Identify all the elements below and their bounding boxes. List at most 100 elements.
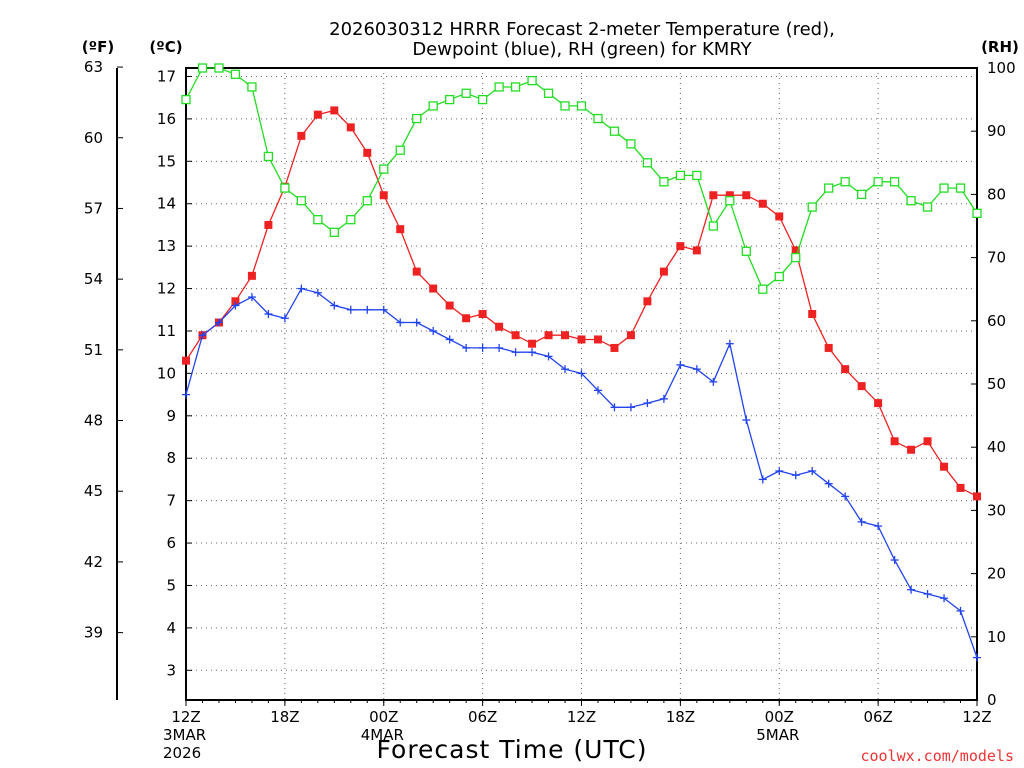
- rh-point: [807, 202, 817, 212]
- temperature-point: [907, 445, 916, 454]
- temperature-point: [676, 242, 685, 251]
- x-date-label: 5MAR: [756, 726, 799, 744]
- dewpoint-point: [610, 403, 619, 412]
- rh-point: [214, 63, 224, 73]
- celsius-axis-unit: (ºC): [149, 38, 182, 56]
- dewpoint-point: [973, 653, 981, 662]
- temperature-point: [890, 437, 899, 446]
- celsius-tick-label: 13: [157, 237, 176, 255]
- rh-tick-label: 30: [987, 501, 1006, 519]
- rh-point: [856, 189, 867, 200]
- dewpoint-point: [758, 475, 767, 484]
- fahrenheit-tick-label: 42: [84, 553, 103, 571]
- dewpoint-point: [643, 399, 652, 408]
- fahrenheit-tick-label: 51: [84, 341, 103, 359]
- temperature-point: [379, 191, 388, 200]
- rh-point: [906, 196, 916, 206]
- temperature-point: [313, 110, 322, 119]
- dewpoint-point: [923, 589, 932, 598]
- rh-point: [824, 183, 834, 193]
- rh-point: [527, 75, 537, 86]
- dewpoint-point: [857, 517, 866, 526]
- fahrenheit-tick-label: 48: [84, 412, 103, 430]
- rh-point: [774, 271, 784, 282]
- celsius-tick-label: 5: [166, 576, 176, 594]
- temperature-point: [264, 220, 273, 229]
- rh-tick-label: 70: [987, 249, 1006, 267]
- temperature-point: [643, 297, 652, 306]
- rh-point: [791, 252, 801, 263]
- chart-title-line2: Dewpoint (blue), RH (green) for KMRY: [412, 39, 752, 60]
- rh-point: [230, 69, 241, 79]
- rh-point: [379, 164, 389, 174]
- rh-tick-label: 80: [987, 185, 1006, 203]
- temperature-point: [709, 191, 718, 200]
- rh-point: [445, 94, 455, 105]
- celsius-tick-label: 3: [166, 661, 176, 679]
- x-date-label: 3MAR: [163, 726, 206, 744]
- temperature-point: [758, 199, 767, 208]
- rh-tick-label: 40: [987, 438, 1006, 456]
- dewpoint-point: [824, 479, 833, 488]
- x-tick-label: 00Z: [369, 708, 398, 726]
- rh-point: [181, 94, 191, 105]
- temperature-point: [462, 314, 471, 323]
- dewpoint-point: [659, 394, 668, 403]
- rh-point: [955, 183, 966, 193]
- dewpoint-point: [791, 471, 800, 480]
- dewpoint-point: [396, 318, 405, 327]
- dewpoint-point: [956, 606, 965, 615]
- rh-tick-label: 60: [987, 312, 1006, 330]
- temperature-point: [544, 331, 553, 340]
- temperature-point: [511, 331, 520, 340]
- dewpoint-point: [231, 301, 240, 310]
- rh-point: [362, 196, 372, 206]
- dewpoint-point: [841, 492, 850, 501]
- rh-point: [510, 82, 521, 92]
- temperature-point: [857, 382, 866, 391]
- dewpoint-point: [742, 416, 751, 425]
- dewpoint-point: [247, 293, 256, 302]
- temperature-point: [692, 246, 701, 255]
- rh-point: [840, 177, 850, 187]
- dewpoint-point: [214, 318, 223, 327]
- chart-title-line1: 2026030312 HRRR Forecast 2-meter Tempera…: [329, 19, 835, 40]
- dewpoint-point: [626, 403, 635, 412]
- x-tick-label: 18Z: [270, 708, 299, 726]
- x-tick-label: 06Z: [468, 708, 497, 726]
- temperature-point: [495, 322, 504, 331]
- x-tick-label: 18Z: [666, 708, 695, 726]
- celsius-tick-label: 17: [157, 67, 176, 85]
- rh-point: [477, 94, 488, 105]
- temperature-point: [247, 271, 256, 280]
- dewpoint-point: [412, 318, 421, 327]
- celsius-tick-label: 12: [157, 280, 176, 298]
- celsius-tick-label: 4: [166, 619, 176, 637]
- rh-tick-label: 10: [987, 628, 1006, 646]
- temperature-point: [956, 483, 965, 492]
- temperature-point: [593, 335, 602, 344]
- rh-point: [939, 183, 949, 193]
- temperature-point: [577, 335, 586, 344]
- rh-point: [461, 88, 471, 98]
- dewpoint-point: [709, 377, 718, 386]
- dewpoint-point: [445, 335, 454, 344]
- temperature-point: [841, 365, 850, 374]
- fahrenheit-tick-label: 60: [84, 129, 103, 147]
- rh-tick-label: 20: [987, 565, 1006, 583]
- rh-point: [263, 151, 274, 162]
- x-tick-label: 00Z: [765, 708, 794, 726]
- dewpoint-point: [462, 343, 471, 352]
- fahrenheit-axis-unit: (ºF): [82, 38, 114, 56]
- celsius-tick-label: 14: [157, 195, 176, 213]
- temperature-point: [330, 106, 339, 115]
- tick-labels: 3456789101112131415161739424548515457606…: [84, 58, 1016, 762]
- temperature-point: [659, 267, 668, 276]
- rh-point: [675, 170, 686, 181]
- dewpoint-point: [346, 305, 355, 314]
- dewpoint-point: [379, 305, 388, 314]
- fahrenheit-tick-label: 63: [84, 58, 103, 76]
- temperature-point: [824, 343, 833, 352]
- celsius-tick-label: 15: [157, 152, 176, 170]
